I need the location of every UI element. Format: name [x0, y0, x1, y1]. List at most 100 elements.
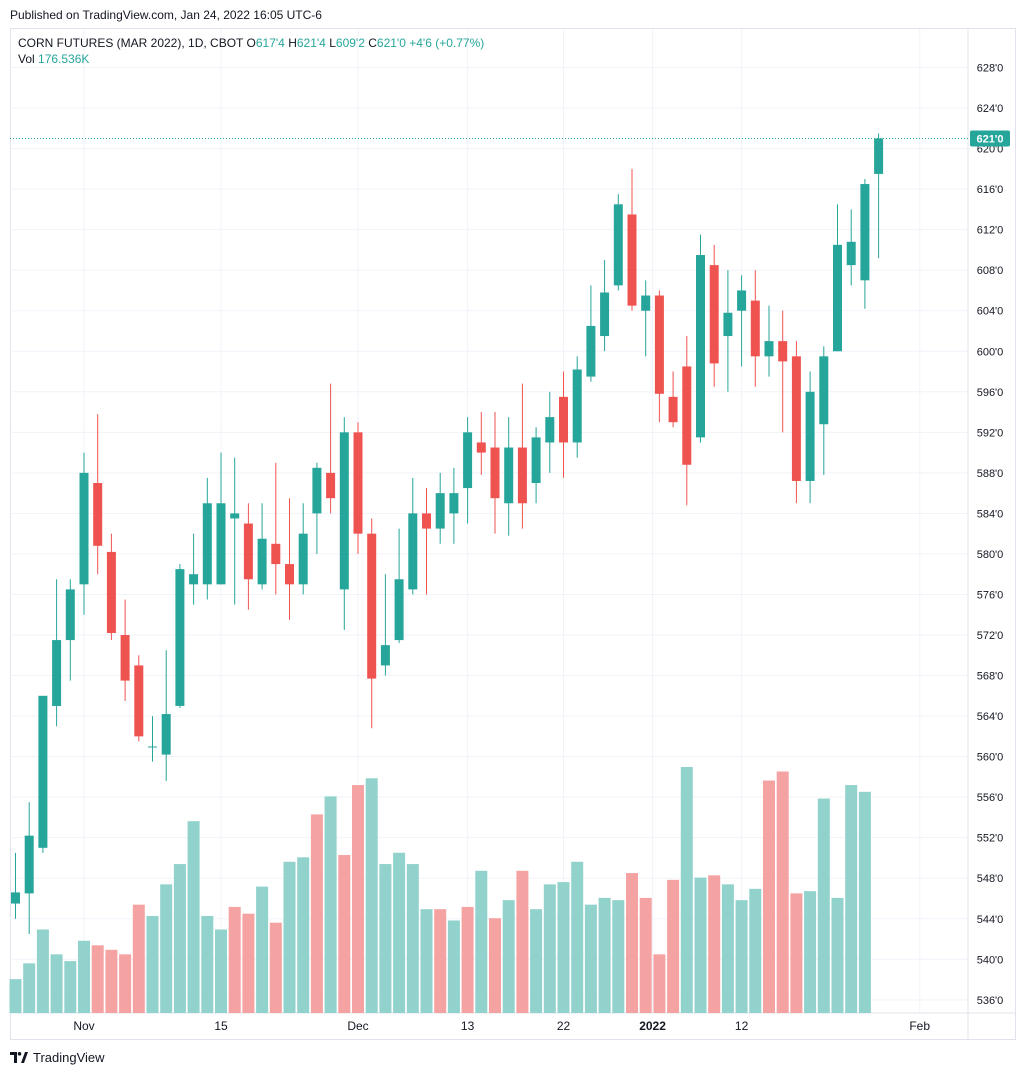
candle-up[interactable] [38, 695, 48, 848]
candle-down[interactable] [654, 295, 664, 394]
legend-open-label: O [246, 36, 256, 50]
volume-bar [447, 920, 460, 1013]
candle-down[interactable] [476, 442, 486, 453]
legend-change-value: +4'6 (+0.77%) [409, 36, 485, 50]
legend-high-value: 621'4 [296, 36, 326, 50]
candle-up[interactable] [148, 746, 157, 748]
candle-up[interactable] [257, 538, 267, 585]
legend-low-value: 609'2 [335, 36, 365, 50]
candle-down[interactable] [778, 341, 788, 362]
candle-up[interactable] [613, 204, 623, 286]
candle-up[interactable] [449, 493, 459, 514]
candle-down[interactable] [668, 396, 678, 423]
y-tick-label: 536'0 [977, 995, 1004, 1007]
volume-bar [543, 884, 556, 1013]
candle-up[interactable] [408, 513, 418, 590]
candle-down[interactable] [559, 396, 568, 443]
candle-down[interactable] [326, 472, 336, 499]
volume-bar [721, 884, 734, 1013]
candle-up[interactable] [339, 432, 349, 590]
candle-up[interactable] [860, 184, 870, 281]
candle-up[interactable] [65, 589, 75, 641]
candle-down[interactable] [517, 447, 527, 504]
candle-down[interactable] [750, 300, 760, 357]
candle-down[interactable] [682, 366, 692, 465]
volume-bar [598, 897, 611, 1013]
candle-up[interactable] [545, 417, 555, 443]
candle-down[interactable] [134, 665, 144, 737]
candle-down[interactable] [285, 564, 294, 585]
candle-down[interactable] [243, 523, 253, 580]
candle-up[interactable] [216, 503, 226, 585]
candle-up[interactable] [175, 569, 185, 706]
candle-up[interactable] [504, 447, 514, 504]
candle-up[interactable] [531, 437, 541, 483]
candle-up[interactable] [764, 341, 774, 357]
candle-up[interactable] [52, 640, 62, 706]
candle-up[interactable] [819, 356, 829, 425]
candle-down[interactable] [490, 447, 500, 499]
candle-down[interactable] [353, 432, 363, 534]
volume-bar [379, 864, 392, 1013]
candle-up[interactable] [846, 241, 856, 266]
candle-up[interactable] [696, 254, 705, 438]
candle-down[interactable] [627, 214, 637, 306]
candle-down[interactable] [367, 533, 377, 679]
candle-up[interactable] [79, 472, 89, 585]
candle-up[interactable] [202, 503, 212, 585]
volume-bar [365, 778, 378, 1013]
candle-down[interactable] [422, 513, 431, 529]
candle-up[interactable] [723, 312, 733, 337]
candle-up[interactable] [380, 645, 390, 666]
y-tick-label: 580'0 [977, 549, 1004, 561]
volume-bar [283, 861, 296, 1013]
y-tick-label: 604'0 [977, 306, 1004, 318]
legend-volume-value: 176.536K [38, 52, 90, 66]
volume-bar [639, 897, 652, 1013]
tradingview-footer[interactable]: TradingView [10, 1050, 105, 1065]
candle-up[interactable] [833, 244, 842, 352]
candle-down[interactable] [106, 551, 116, 633]
candle-up[interactable] [312, 467, 322, 514]
y-tick-label: 556'0 [977, 792, 1004, 804]
y-tick-label: 608'0 [977, 265, 1004, 277]
candle-up[interactable] [737, 290, 747, 311]
candle-up[interactable] [572, 369, 582, 443]
candle-down[interactable] [120, 635, 130, 681]
volume-bar [612, 900, 625, 1013]
candle-up[interactable] [189, 574, 199, 585]
candle-up[interactable] [586, 325, 596, 377]
published-note: Published on TradingView.com, Jan 24, 20… [10, 8, 322, 22]
candle-up[interactable] [641, 295, 651, 311]
volume-bar [9, 979, 22, 1013]
candle-up[interactable] [230, 513, 240, 519]
volume-bar [763, 780, 775, 1013]
candle-up[interactable] [298, 533, 308, 585]
candle-up[interactable] [24, 835, 34, 894]
candle-up[interactable] [161, 714, 171, 755]
y-tick-label: 544'0 [977, 914, 1004, 926]
volume-bar [708, 875, 721, 1013]
candle-down[interactable] [709, 265, 719, 364]
candle-down[interactable] [93, 482, 103, 546]
chart-frame [10, 28, 1016, 1040]
volume-bar [78, 940, 90, 1013]
candle-up[interactable] [11, 892, 20, 904]
candle-up[interactable] [394, 579, 404, 641]
tradingview-brand: TradingView [33, 1050, 105, 1065]
candle-down[interactable] [271, 543, 281, 565]
candle-up[interactable] [435, 493, 445, 529]
candle-up[interactable] [805, 391, 815, 481]
candle-down[interactable] [791, 356, 801, 481]
y-tick-label: 600'0 [977, 346, 1004, 358]
candle-up[interactable] [463, 432, 473, 489]
volume-bar [50, 954, 63, 1013]
candle-up[interactable] [874, 138, 884, 174]
y-tick-label: 540'0 [977, 954, 1004, 966]
tradingview-logo-icon [10, 1052, 28, 1063]
volume-bar [119, 954, 132, 1013]
last-price-badge [970, 130, 1010, 147]
legend-symbol: CORN FUTURES (MAR 2022), 1D, CBOT [18, 36, 244, 50]
candle-up[interactable] [600, 292, 610, 337]
